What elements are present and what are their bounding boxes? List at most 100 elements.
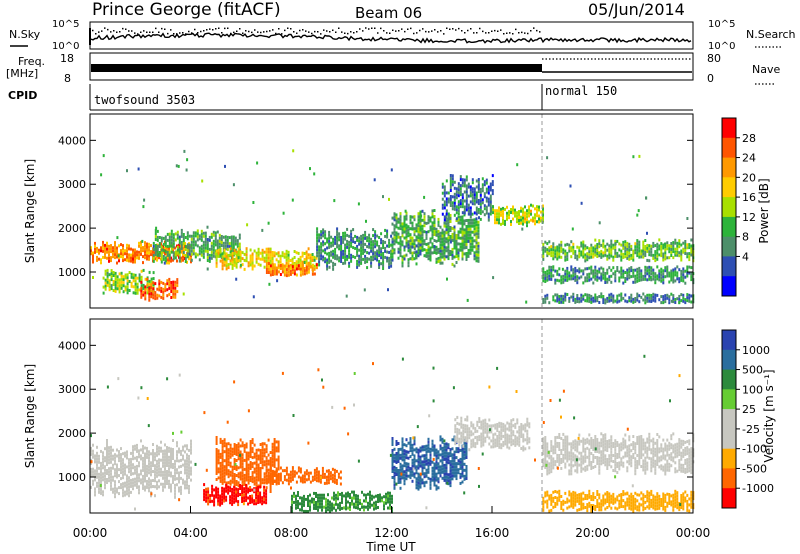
heat-cell [644, 295, 647, 299]
heat-cell [198, 246, 201, 250]
heat-cell [305, 265, 308, 269]
heat-cell [331, 479, 334, 483]
heat-cell [435, 484, 438, 488]
heat-cell [231, 450, 234, 454]
heat-cell [401, 470, 404, 474]
heat-cell [682, 270, 685, 274]
heat-cell [110, 472, 112, 476]
heat-cell [546, 275, 549, 279]
heat-cell [344, 255, 347, 259]
heat-cell [459, 230, 462, 234]
heat-cell [662, 278, 665, 282]
heat-cell [231, 260, 234, 264]
heat-cell [331, 505, 333, 509]
heat-cell [586, 293, 589, 297]
heat-cell [150, 461, 152, 465]
noise-left-tick-high: 10^5 [52, 19, 79, 30]
heat-cell [257, 247, 260, 251]
heat-cell [405, 244, 408, 248]
heat-cell [130, 466, 132, 470]
heat-cell [204, 249, 207, 253]
heat-cell [382, 243, 385, 246]
heat-cell [668, 256, 671, 260]
heat-cell [174, 232, 177, 236]
noise-panel-frame [89, 21, 694, 50]
heat-cell [612, 258, 615, 262]
heat-cell [130, 472, 132, 476]
heat-cell [622, 255, 625, 259]
heat-cell [449, 183, 452, 186]
heat-cell [419, 210, 422, 214]
heat-cell [413, 472, 416, 476]
heat-cell [435, 463, 438, 467]
heat-cell [132, 276, 135, 280]
heat-cell [215, 448, 218, 451]
heat-cell [334, 238, 337, 242]
heat-cell [443, 215, 446, 219]
heat-cell [194, 240, 197, 244]
heat-cell [393, 212, 396, 216]
heat-cell [439, 255, 442, 259]
heat-cell [317, 479, 320, 483]
heat-cell [265, 492, 268, 496]
heat-cell [104, 272, 107, 276]
heat-cell [616, 251, 619, 255]
heat-cell [134, 465, 136, 469]
heat-cell [626, 271, 629, 275]
heat-cell [578, 297, 581, 301]
heat-cell [341, 497, 343, 501]
heat-cell [134, 248, 136, 252]
heat-cell [666, 274, 669, 278]
heat-cell [356, 265, 359, 269]
heat-cell [275, 475, 278, 479]
heat-cell [433, 480, 436, 484]
heat-cell [156, 258, 158, 262]
heat-cell [582, 255, 585, 259]
heat-cell [463, 219, 466, 223]
heat-cell [431, 242, 434, 246]
heat-cell [684, 275, 687, 279]
heat-cell [251, 456, 254, 460]
heat-cell [544, 240, 547, 244]
heat-cell [162, 290, 165, 294]
heat-cell [391, 240, 394, 244]
heat-cell [447, 482, 450, 486]
heat-cell [584, 247, 587, 251]
heat-cell [620, 292, 623, 296]
heat-cell [656, 251, 659, 255]
heat-cell [588, 256, 591, 260]
date-label: 05/Jun/2014 [588, 0, 685, 19]
heat-cell [241, 257, 244, 261]
heat-cell [405, 462, 408, 466]
heat-cell [409, 245, 412, 249]
heat-cell [640, 275, 643, 279]
heat-cell [477, 226, 480, 230]
heat-cell [358, 236, 361, 240]
heat-cell [162, 485, 164, 489]
heat-cell [263, 442, 266, 446]
heat-cell [277, 478, 280, 482]
heat-cell [291, 268, 294, 272]
heat-cell [399, 456, 402, 460]
heat-cell [182, 481, 184, 485]
heat-cell [640, 255, 643, 259]
heat-cell [277, 472, 280, 476]
heat-cell [326, 240, 329, 244]
heat-cell [285, 466, 288, 470]
heat-cell [110, 445, 112, 449]
heat-cell [388, 250, 391, 254]
heat-cell [96, 469, 98, 473]
heat-cell [666, 244, 669, 248]
heat-cell [542, 254, 545, 258]
heat-cell [360, 234, 363, 238]
heat-cell [451, 250, 454, 254]
heat-cell [582, 272, 585, 276]
heat-cell [321, 505, 323, 509]
heat-cell [188, 490, 190, 494]
heat-cell [116, 261, 118, 265]
heat-cell [130, 272, 133, 276]
heat-cell [235, 480, 238, 483]
heat-cell [642, 274, 645, 278]
heat-cell [451, 183, 454, 187]
heat-cell [132, 463, 134, 467]
